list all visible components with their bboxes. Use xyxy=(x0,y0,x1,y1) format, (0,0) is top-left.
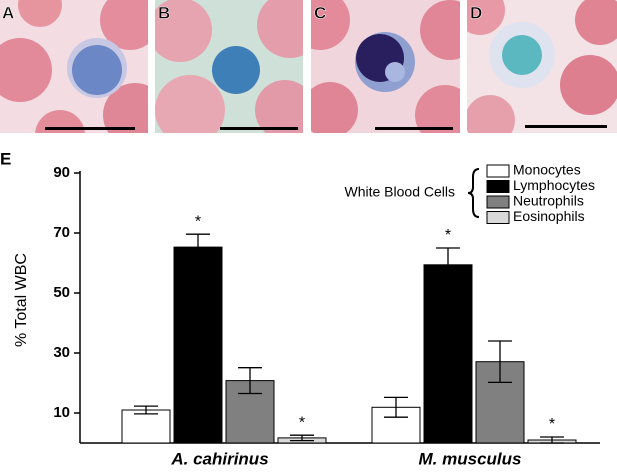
error-bar xyxy=(290,434,314,442)
error-bar xyxy=(186,233,210,261)
error-bar xyxy=(488,340,512,384)
micrograph-b xyxy=(155,0,303,133)
panel-label: A xyxy=(2,3,14,22)
y-tick-label: 70 xyxy=(53,224,70,241)
error-bar xyxy=(238,367,262,395)
x-tick-label: A. cahirinus xyxy=(170,449,268,468)
error-bar xyxy=(540,436,564,444)
legend-swatch xyxy=(486,180,510,193)
panel-label: C xyxy=(314,3,326,22)
legend-title: White Blood Cells xyxy=(345,184,456,200)
micrograph-a xyxy=(0,0,148,133)
y-tick-label: 30 xyxy=(53,344,70,361)
legend-label: Lymphocytes xyxy=(513,177,595,193)
panel-label: E xyxy=(0,149,11,168)
legend-label: Neutrophils xyxy=(513,193,584,209)
y-tick-label: 10 xyxy=(53,404,70,421)
significance-mark: * xyxy=(445,227,451,244)
panel-label: D xyxy=(470,3,482,22)
error-bar xyxy=(384,396,408,418)
legend-swatch xyxy=(486,195,510,209)
x-tick-label: M. musculus xyxy=(419,449,522,468)
panel-label: B xyxy=(158,3,170,22)
significance-mark: * xyxy=(299,414,305,431)
legend-swatch xyxy=(486,211,510,224)
error-bar xyxy=(134,405,158,415)
legend-brace xyxy=(467,168,480,218)
legend-swatch xyxy=(486,164,510,178)
bar xyxy=(121,409,171,444)
y-tick-label: 50 xyxy=(53,284,70,301)
y-tick-label: 90 xyxy=(53,164,70,181)
legend-label: Eosinophils xyxy=(513,208,585,224)
error-bar xyxy=(436,247,460,283)
significance-mark: * xyxy=(549,416,555,433)
micrograph-d xyxy=(467,0,617,133)
micrograph-c xyxy=(311,0,460,133)
legend-label: Monocytes xyxy=(513,162,581,178)
significance-mark: * xyxy=(195,213,201,230)
bar xyxy=(173,246,223,444)
y-axis-label: % Total WBC xyxy=(13,253,30,347)
bar xyxy=(423,264,473,444)
